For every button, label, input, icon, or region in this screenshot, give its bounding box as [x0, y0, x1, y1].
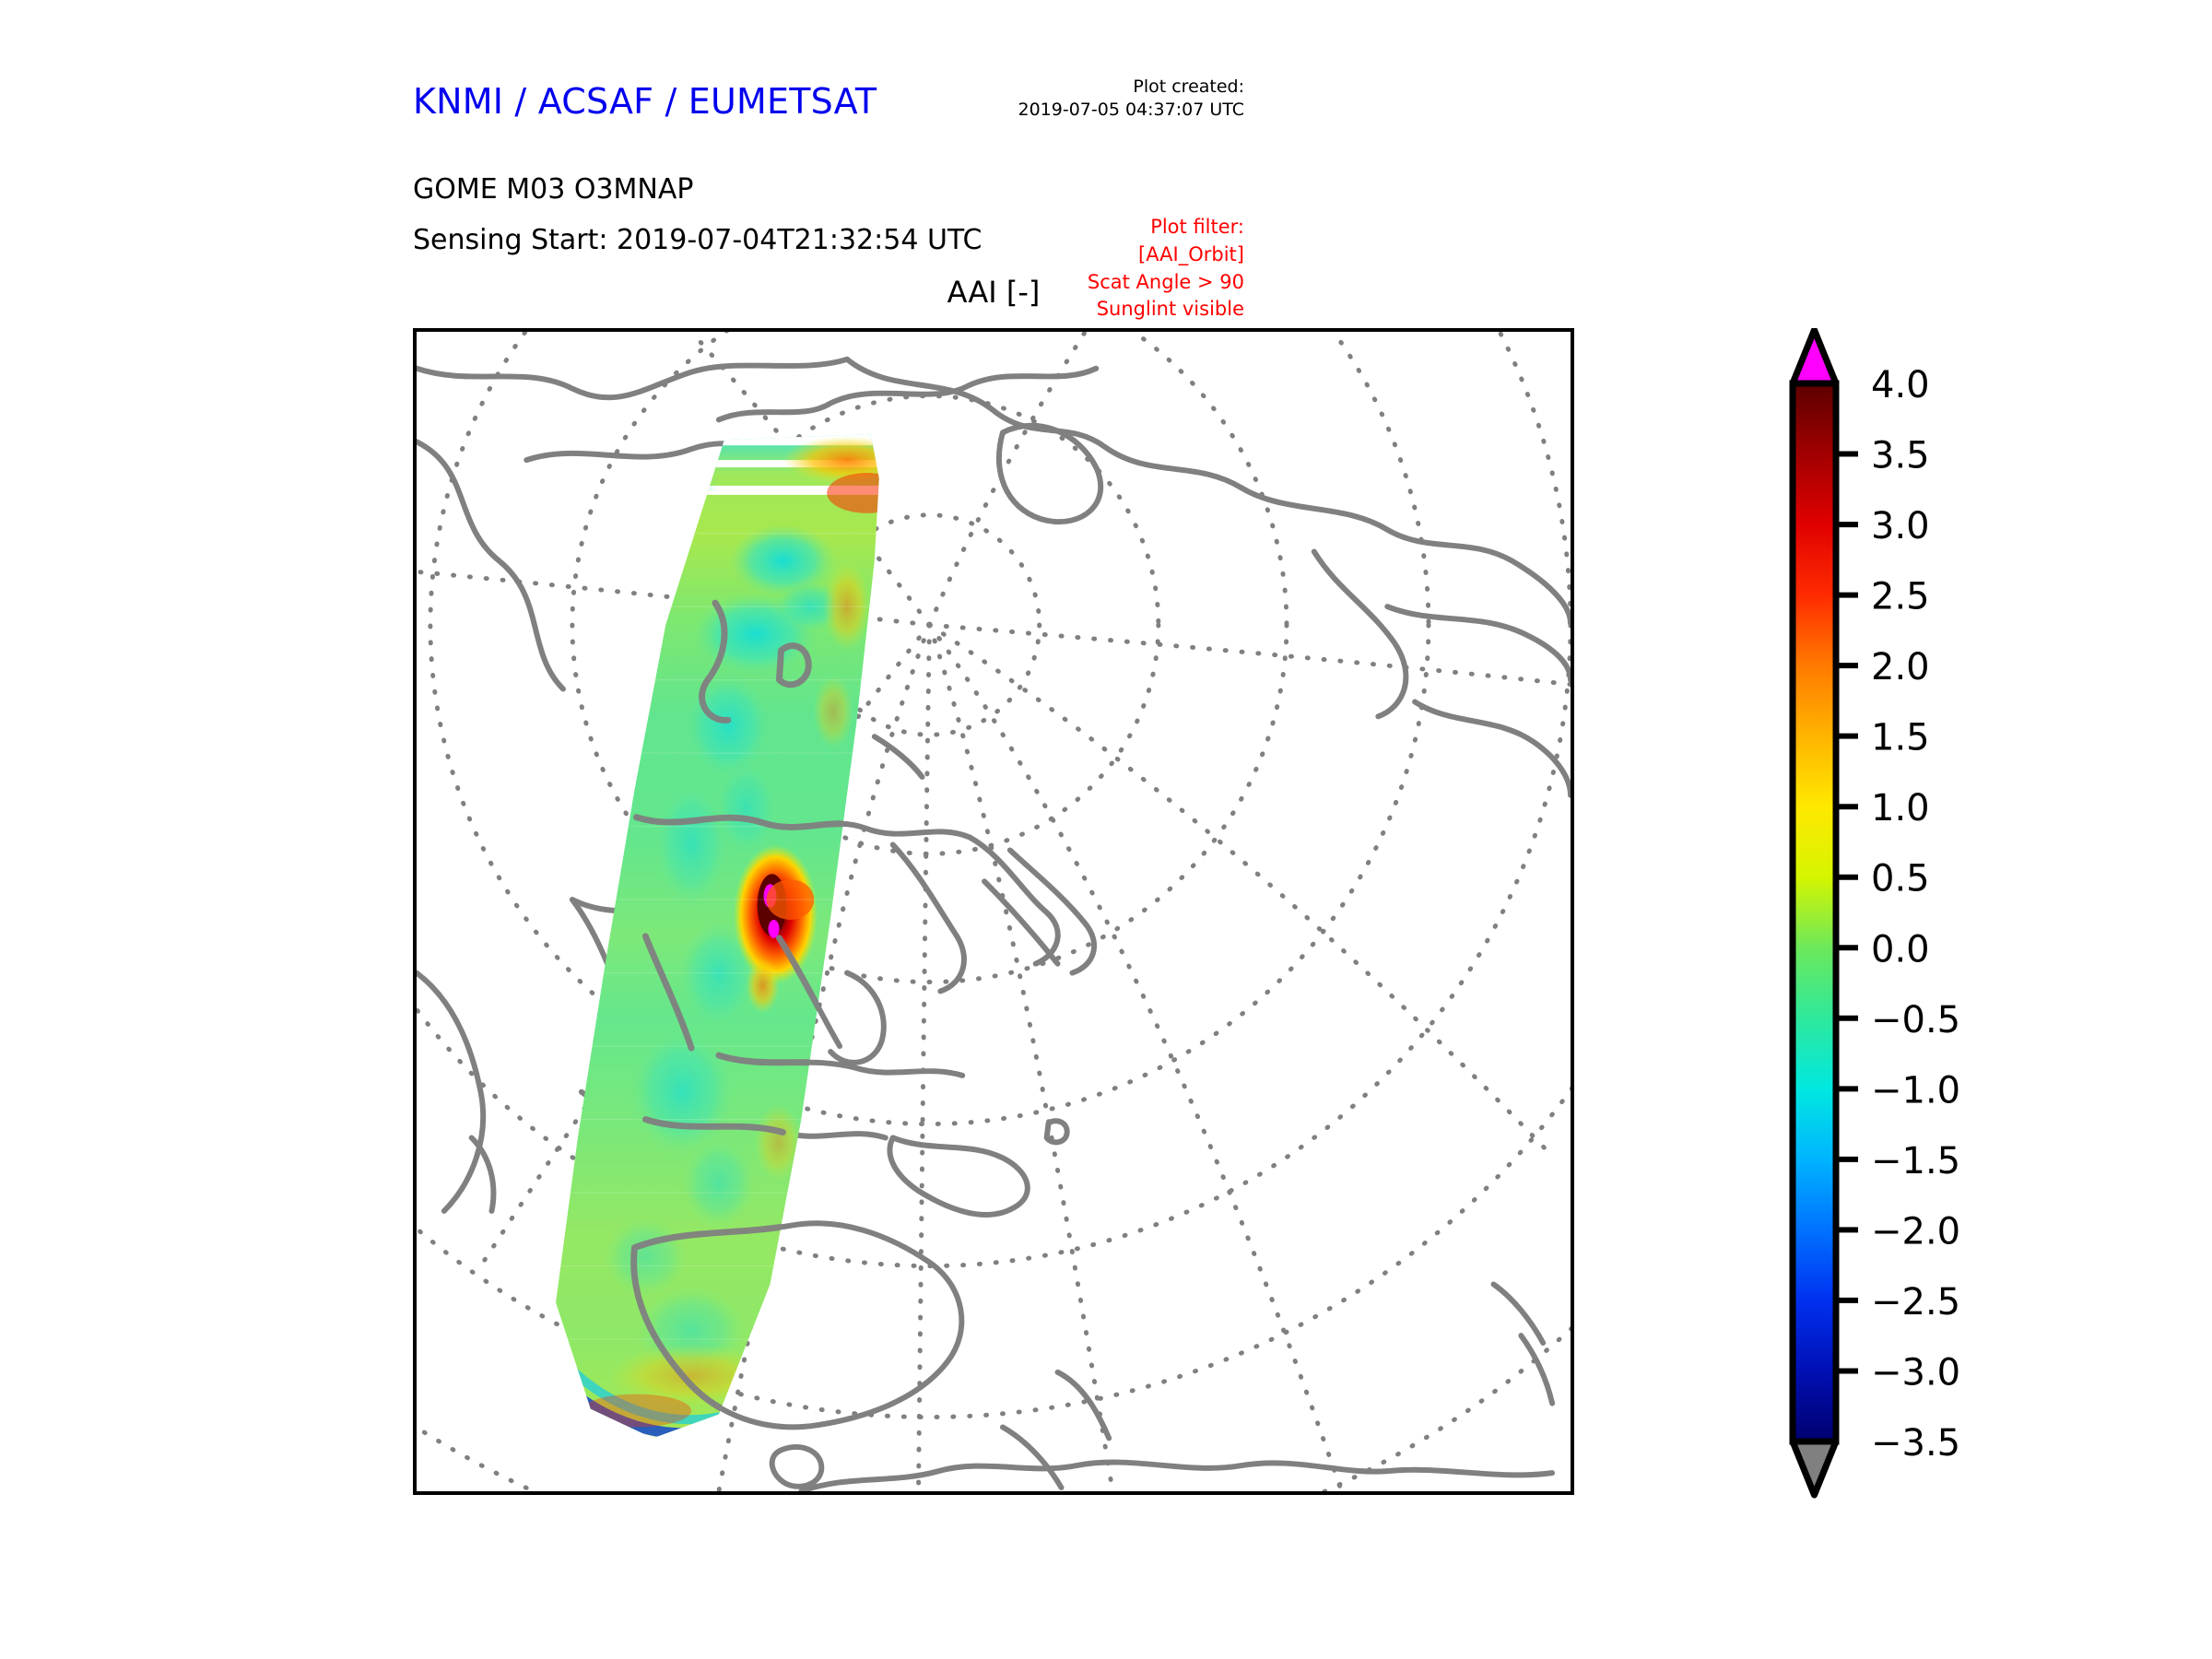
sensing-start-text: Sensing Start: 2019-07-04T21:32:54 UTC	[413, 224, 982, 256]
aai-data-swath	[556, 434, 879, 1439]
colorbar-tick-group: 4.0 3.5 3.0 2.5 2.0 1.5 1.0 0.5 0.0 −0.5 −1.0 −1.5 −…	[1836, 364, 1960, 1465]
plot-filter-label: Plot filter:	[1150, 216, 1244, 238]
colorbar-tick-label: 3.0	[1871, 505, 1930, 547]
colorbar-over-arrow	[1789, 328, 1840, 387]
plot-created-label: Plot created:	[1133, 76, 1244, 97]
colorbar-tick-label: −3.0	[1871, 1351, 1960, 1394]
colorbar-tick-label: −2.5	[1871, 1281, 1960, 1324]
axes-title: AAI [-]	[947, 275, 1041, 310]
colorbar: 4.0 3.5 3.0 2.5 2.0 1.5 1.0 0.5 0.0 −0.5 −1.0 −1.5 −…	[1789, 328, 1960, 1499]
colorbar-tick-label: 4.0	[1871, 364, 1930, 406]
colorbar-tick-label: 1.5	[1871, 717, 1930, 759]
colorbar-tick-label: −3.5	[1871, 1422, 1960, 1465]
plot-filter-block: Plot filter: [AAI_Orbit] Scat Angle > 90…	[1088, 214, 1244, 324]
colorbar-tick-label: 0.5	[1871, 858, 1930, 900]
map-plot	[417, 332, 1571, 1491]
colorbar-tick-label: −1.5	[1871, 1140, 1960, 1182]
colorbar-tick-label: −0.5	[1871, 999, 1960, 1041]
organisation-title: KNMI / ACSAF / EUMETSAT	[413, 81, 877, 122]
plot-filter-line-1: [AAI_Orbit]	[1138, 242, 1244, 265]
colorbar-tick-label: 2.0	[1871, 646, 1930, 688]
map-axes	[413, 328, 1574, 1495]
colorbar-axes: 4.0 3.5 3.0 2.5 2.0 1.5 1.0 0.5 0.0 −0.5 −1.0 −1.5 −…	[1786, 328, 2173, 1499]
colorbar-tick-label: −2.0	[1871, 1210, 1960, 1253]
colorbar-tick-label: 0.0	[1871, 928, 1930, 971]
colorbar-tick-label: 2.5	[1871, 576, 1930, 618]
colorbar-tick-label: 3.5	[1871, 435, 1930, 477]
plot-created-timestamp: 2019-07-05 04:37:07 UTC	[1018, 100, 1245, 121]
plot-created-block: Plot created: 2019-07-05 04:37:07 UTC	[1018, 76, 1245, 122]
colorbar-tick-label: −1.0	[1871, 1069, 1960, 1112]
plot-filter-line-3: Sunglint visible	[1096, 298, 1244, 321]
colorbar-gradient	[1789, 380, 1840, 1445]
colorbar-under-arrow	[1789, 1438, 1840, 1499]
colorbar-tick-label: 1.0	[1871, 787, 1930, 830]
plot-filter-line-2: Scat Angle > 90	[1087, 270, 1244, 293]
product-title: GOME M03 O3MNAP	[413, 173, 694, 206]
